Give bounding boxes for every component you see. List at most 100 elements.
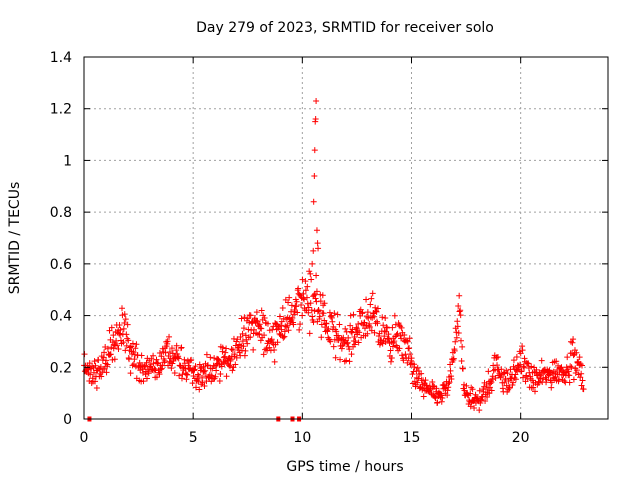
data-point — [220, 354, 227, 361]
data-point — [171, 369, 178, 376]
data-point — [311, 172, 318, 179]
data-point — [151, 365, 158, 372]
data-point — [348, 329, 355, 336]
data-point — [110, 332, 117, 339]
data-point — [381, 328, 388, 335]
data-point — [297, 321, 304, 328]
data-point — [519, 347, 526, 354]
data-point — [498, 366, 505, 373]
data-point — [321, 300, 328, 307]
data-point — [290, 321, 297, 328]
data-point — [251, 315, 258, 322]
data-point — [531, 388, 538, 395]
data-point — [158, 365, 165, 372]
data-point — [389, 324, 396, 331]
tick-layer: 0 5 10 15 20 0 0.2 0.4 0.6 0.8 1 1.2 1.4 — [50, 50, 608, 446]
data-point — [327, 313, 334, 320]
data-point — [347, 312, 354, 319]
data-point — [306, 268, 313, 275]
data-point — [87, 371, 94, 378]
data-point — [166, 348, 173, 355]
data-point — [344, 339, 351, 346]
data-point — [173, 342, 180, 349]
data-point — [257, 325, 264, 332]
data-point — [226, 362, 233, 369]
data-point — [579, 377, 586, 384]
data-point — [341, 339, 348, 346]
data-point — [332, 354, 339, 361]
data-point — [239, 330, 246, 337]
data-point — [304, 300, 311, 307]
data-point — [311, 292, 318, 299]
data-point — [565, 368, 572, 375]
data-point — [561, 377, 568, 384]
data-point — [351, 334, 358, 341]
data-point — [116, 322, 123, 329]
data-point — [334, 311, 341, 318]
data-point — [216, 378, 223, 385]
data-point — [168, 365, 175, 372]
data-point — [571, 347, 578, 354]
data-point — [312, 116, 319, 123]
data-point — [123, 342, 130, 349]
data-point — [114, 342, 121, 349]
data-point — [176, 362, 183, 369]
data-point — [300, 290, 307, 297]
plot-frame — [83, 56, 609, 420]
data-point — [374, 320, 381, 327]
data-point — [459, 365, 466, 372]
data-point — [517, 361, 524, 368]
data-point — [167, 355, 174, 362]
data-point — [285, 299, 292, 306]
data-point — [455, 303, 462, 310]
data-point — [578, 382, 585, 389]
data-point — [250, 346, 257, 353]
data-point — [116, 330, 123, 337]
data-point — [467, 390, 474, 397]
data-point — [233, 354, 240, 361]
data-point — [374, 305, 381, 312]
data-point — [290, 311, 297, 318]
data-point — [309, 260, 316, 267]
data-point — [510, 379, 517, 386]
data-point — [139, 369, 146, 376]
data-point — [456, 308, 463, 315]
data-point — [448, 375, 455, 382]
data-point — [576, 354, 583, 361]
data-point — [227, 356, 234, 363]
data-point — [327, 338, 334, 345]
data-point — [242, 347, 249, 354]
data-point — [299, 312, 306, 319]
y-tick-label: 0.2 — [50, 360, 72, 376]
data-point — [472, 391, 479, 398]
data-point — [520, 374, 527, 381]
data-point — [122, 316, 129, 323]
data-point — [241, 314, 248, 321]
data-point — [492, 375, 499, 382]
data-point — [132, 345, 139, 352]
data-point — [467, 403, 474, 410]
data-point — [305, 309, 312, 316]
data-point — [247, 334, 254, 341]
data-point — [294, 309, 301, 316]
data-point — [123, 331, 130, 338]
data-point — [345, 334, 352, 341]
data-point — [240, 325, 247, 332]
data-point — [201, 383, 208, 390]
data-point — [168, 345, 175, 352]
data-point — [566, 372, 573, 379]
data-point — [234, 336, 241, 343]
data-point — [228, 346, 235, 353]
data-point — [103, 357, 110, 364]
data-point — [111, 341, 118, 348]
data-point — [237, 334, 244, 341]
data-point — [385, 331, 392, 338]
data-point — [512, 371, 519, 378]
data-point — [121, 311, 128, 318]
data-point — [181, 360, 188, 367]
data-point — [293, 298, 300, 305]
data-point — [348, 351, 355, 358]
data-point — [221, 353, 228, 360]
